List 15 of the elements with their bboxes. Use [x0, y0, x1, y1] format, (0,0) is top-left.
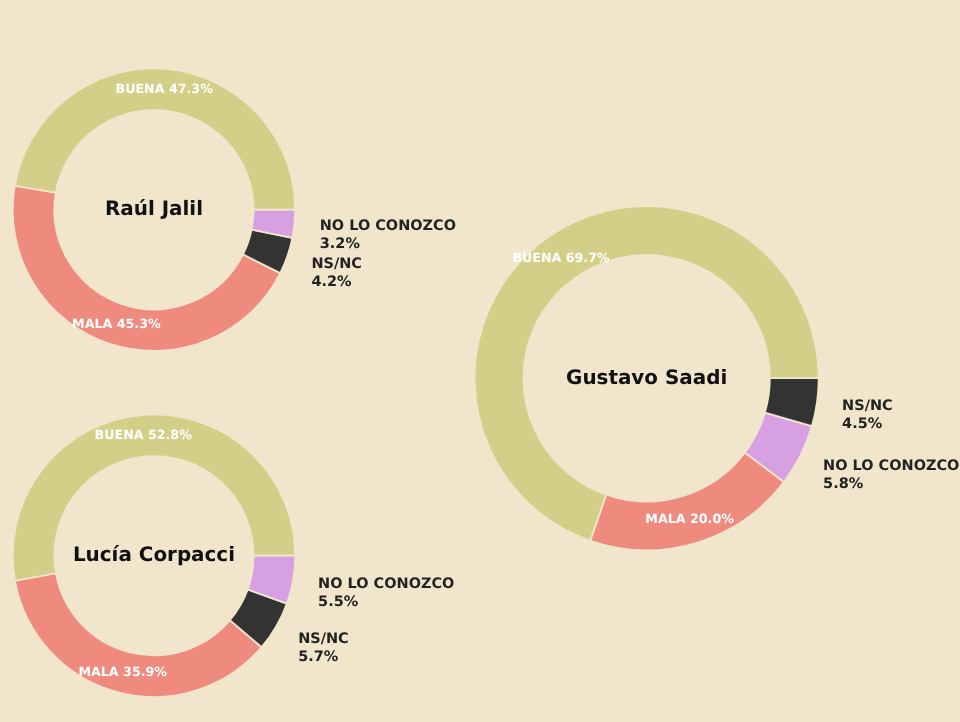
data-label: 5.5%: [318, 592, 360, 611]
text: Lucía Corpacci: [72, 545, 235, 568]
slice-label: NO LO CONOZCO: [319, 216, 457, 235]
data-label: 4.5%: [842, 413, 884, 432]
data-label: 3.2%: [319, 234, 362, 253]
data-label: 5.7%: [298, 646, 340, 665]
data-label: 5.8%: [823, 474, 865, 493]
text: Raúl Jalil: [104, 199, 203, 222]
slice-label: NS/NC: [298, 628, 349, 647]
slice-label: NO LO CONOZCO: [318, 574, 455, 592]
slice-label: NO LO CONOZCO: [823, 456, 960, 475]
slice-label: NS/NC: [311, 253, 363, 272]
text: Gustavo Saadi: [566, 367, 728, 390]
slice-label: NS/NC: [842, 395, 893, 414]
data-label: 4.2%: [311, 271, 354, 290]
